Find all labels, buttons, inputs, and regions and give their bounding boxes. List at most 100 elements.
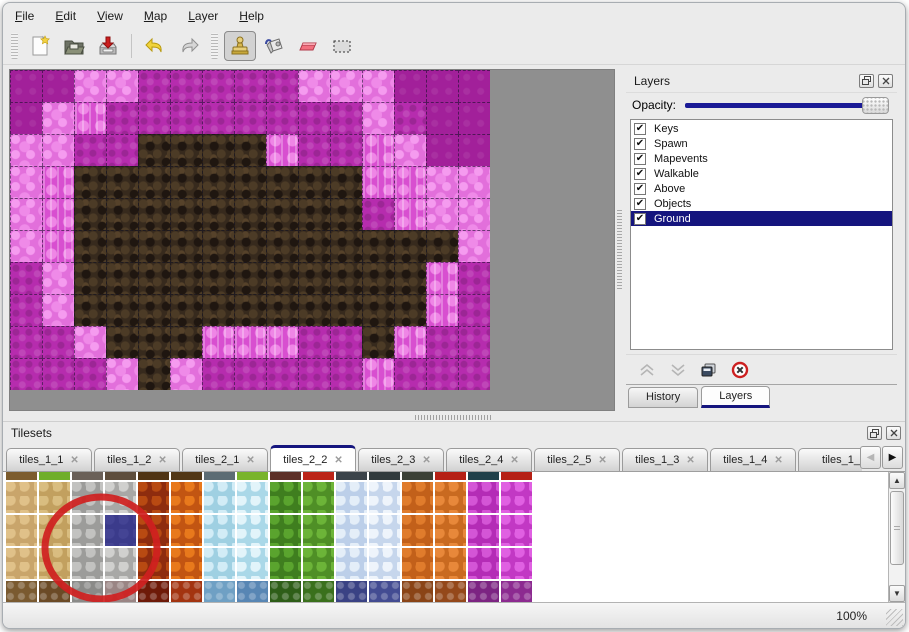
map-tile[interactable]: [362, 326, 394, 358]
map-tile[interactable]: [426, 262, 458, 294]
tileset-tile[interactable]: [237, 548, 268, 579]
map-tile[interactable]: [394, 70, 426, 102]
tileset-tile[interactable]: [336, 515, 367, 546]
map-tile[interactable]: [458, 326, 490, 358]
map-tile[interactable]: [458, 230, 490, 262]
map-tile[interactable]: [42, 102, 74, 134]
map-tile[interactable]: [394, 358, 426, 390]
close-tab-icon[interactable]: ✕: [774, 454, 783, 466]
tileset-tile-edge[interactable]: [336, 472, 367, 480]
tileset-tile-edge[interactable]: [435, 472, 466, 480]
map-tile[interactable]: [202, 166, 234, 198]
close-tab-icon[interactable]: ✕: [158, 454, 167, 466]
tileset-tile[interactable]: [501, 515, 532, 546]
map-tile[interactable]: [266, 166, 298, 198]
rect-select-tool-button[interactable]: [326, 31, 358, 61]
close-tab-icon[interactable]: ✕: [598, 454, 607, 466]
map-tile[interactable]: [458, 70, 490, 102]
map-tile[interactable]: [362, 70, 394, 102]
map-tile[interactable]: [458, 134, 490, 166]
map-tile[interactable]: [42, 262, 74, 294]
map-tile[interactable]: [202, 326, 234, 358]
map-tile[interactable]: [426, 358, 458, 390]
map-tile[interactable]: [74, 134, 106, 166]
map-tile[interactable]: [170, 358, 202, 390]
fill-tool-button[interactable]: [258, 31, 290, 61]
map-canvas[interactable]: [9, 69, 615, 411]
map-tile[interactable]: [74, 166, 106, 198]
tileset-tile[interactable]: [270, 482, 301, 513]
tileset-tile[interactable]: [402, 515, 433, 546]
tileset-tile[interactable]: [237, 482, 268, 513]
close-panel-button[interactable]: [886, 426, 901, 440]
map-tile[interactable]: [266, 134, 298, 166]
map-tile[interactable]: [234, 198, 266, 230]
tileset-tab-tiles_2_3[interactable]: tiles_2_3 ✕: [358, 448, 444, 471]
close-tab-icon[interactable]: ✕: [246, 454, 255, 466]
map-tile[interactable]: [42, 70, 74, 102]
tileset-tile[interactable]: [369, 482, 400, 513]
map-tile[interactable]: [138, 198, 170, 230]
tileset-tile-dark[interactable]: [237, 581, 268, 602]
map-tile[interactable]: [330, 166, 362, 198]
map-tile[interactable]: [106, 166, 138, 198]
tileset-tile-edge[interactable]: [303, 472, 334, 480]
tileset-tile[interactable]: [336, 548, 367, 579]
layer-visibility-checkbox[interactable]: ✔: [634, 167, 646, 180]
map-tile[interactable]: [362, 358, 394, 390]
map-tile[interactable]: [10, 166, 42, 198]
map-tile[interactable]: [362, 262, 394, 294]
scroll-tabs-right-button[interactable]: ▶: [882, 446, 903, 469]
dock-tab-layers[interactable]: Layers: [701, 386, 771, 408]
map-tile[interactable]: [266, 230, 298, 262]
tileset-tab-tiles_2_5[interactable]: tiles_2_5 ✕: [534, 448, 620, 471]
tileset-tile[interactable]: [402, 548, 433, 579]
map-tile[interactable]: [138, 262, 170, 294]
map-tile[interactable]: [298, 134, 330, 166]
tileset-scrollbar[interactable]: ▲ ▼: [888, 472, 905, 602]
tileset-tab-tiles_2_4[interactable]: tiles_2_4 ✕: [446, 448, 532, 471]
tileset-tile-edge[interactable]: [237, 472, 268, 480]
map-tile[interactable]: [458, 358, 490, 390]
tileset-tile-dark[interactable]: [204, 581, 235, 602]
map-tile[interactable]: [234, 294, 266, 326]
map-tile[interactable]: [106, 198, 138, 230]
tileset-tile[interactable]: [138, 482, 169, 513]
tileset-tile-edge[interactable]: [138, 472, 169, 480]
map-tile[interactable]: [394, 166, 426, 198]
layer-visibility-checkbox[interactable]: ✔: [634, 182, 646, 195]
tileset-tile[interactable]: [303, 515, 334, 546]
scroll-up-button[interactable]: ▲: [889, 472, 905, 489]
map-tile[interactable]: [330, 230, 362, 262]
map-tile[interactable]: [394, 230, 426, 262]
map-tile[interactable]: [394, 134, 426, 166]
tileset-tile-dark[interactable]: [270, 581, 301, 602]
map-tile[interactable]: [458, 198, 490, 230]
map-tile[interactable]: [234, 70, 266, 102]
redo-button[interactable]: [173, 31, 205, 61]
tileset-tile[interactable]: [402, 482, 433, 513]
tileset-tile[interactable]: [468, 482, 499, 513]
save-map-button[interactable]: [92, 31, 124, 61]
map-tile[interactable]: [10, 326, 42, 358]
map-tile[interactable]: [74, 294, 106, 326]
close-tab-icon[interactable]: ✕: [70, 454, 79, 466]
map-tile[interactable]: [170, 262, 202, 294]
map-tile[interactable]: [330, 358, 362, 390]
close-tab-icon[interactable]: ✕: [686, 454, 695, 466]
map-tile[interactable]: [426, 102, 458, 134]
tileset-tile-edge[interactable]: [369, 472, 400, 480]
tileset-tile[interactable]: [72, 548, 103, 579]
map-tile[interactable]: [170, 230, 202, 262]
map-tile[interactable]: [298, 70, 330, 102]
layer-row-objects[interactable]: ✔ Objects: [631, 196, 892, 211]
tileset-tile[interactable]: [501, 482, 532, 513]
tileset-view[interactable]: [3, 472, 888, 602]
map-tile[interactable]: [138, 230, 170, 262]
map-tile[interactable]: [266, 70, 298, 102]
tileset-tab-tiles_1_[interactable]: tiles_1_: [798, 448, 862, 471]
tileset-tab-tiles_2_1[interactable]: tiles_2_1 ✕: [182, 448, 268, 471]
map-tile[interactable]: [42, 358, 74, 390]
map-tile[interactable]: [10, 70, 42, 102]
tileset-tile-edge[interactable]: [501, 472, 532, 480]
